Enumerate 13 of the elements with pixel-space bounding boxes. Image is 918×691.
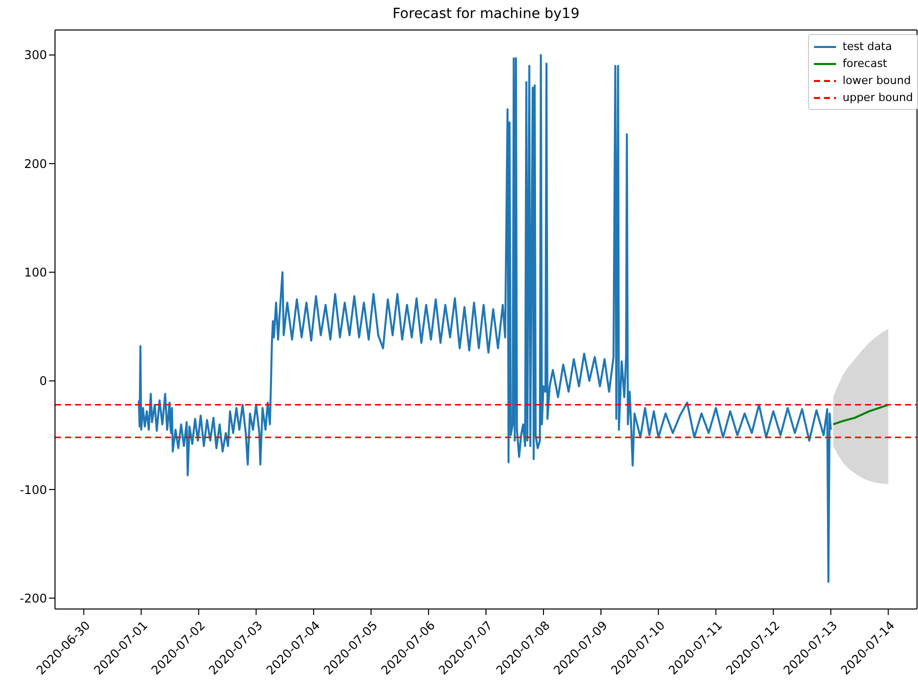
line-series [832, 404, 890, 426]
line-series [138, 54, 832, 583]
chart-title: Forecast for machine by19 [392, 6, 580, 22]
y-tick-label: 200 [24, 156, 47, 171]
y-tick-label: 100 [24, 266, 47, 280]
legend-label: lower bound [842, 74, 911, 87]
y-tick-label: -100 [20, 482, 47, 497]
y-tick-label: 0 [39, 374, 47, 388]
y-tick-label: -200 [20, 591, 47, 606]
legend-label: forecast [842, 57, 888, 70]
legend-label: upper bound [842, 91, 913, 104]
y-tick-label: 300 [24, 48, 47, 62]
legend-label: test data [842, 40, 892, 53]
